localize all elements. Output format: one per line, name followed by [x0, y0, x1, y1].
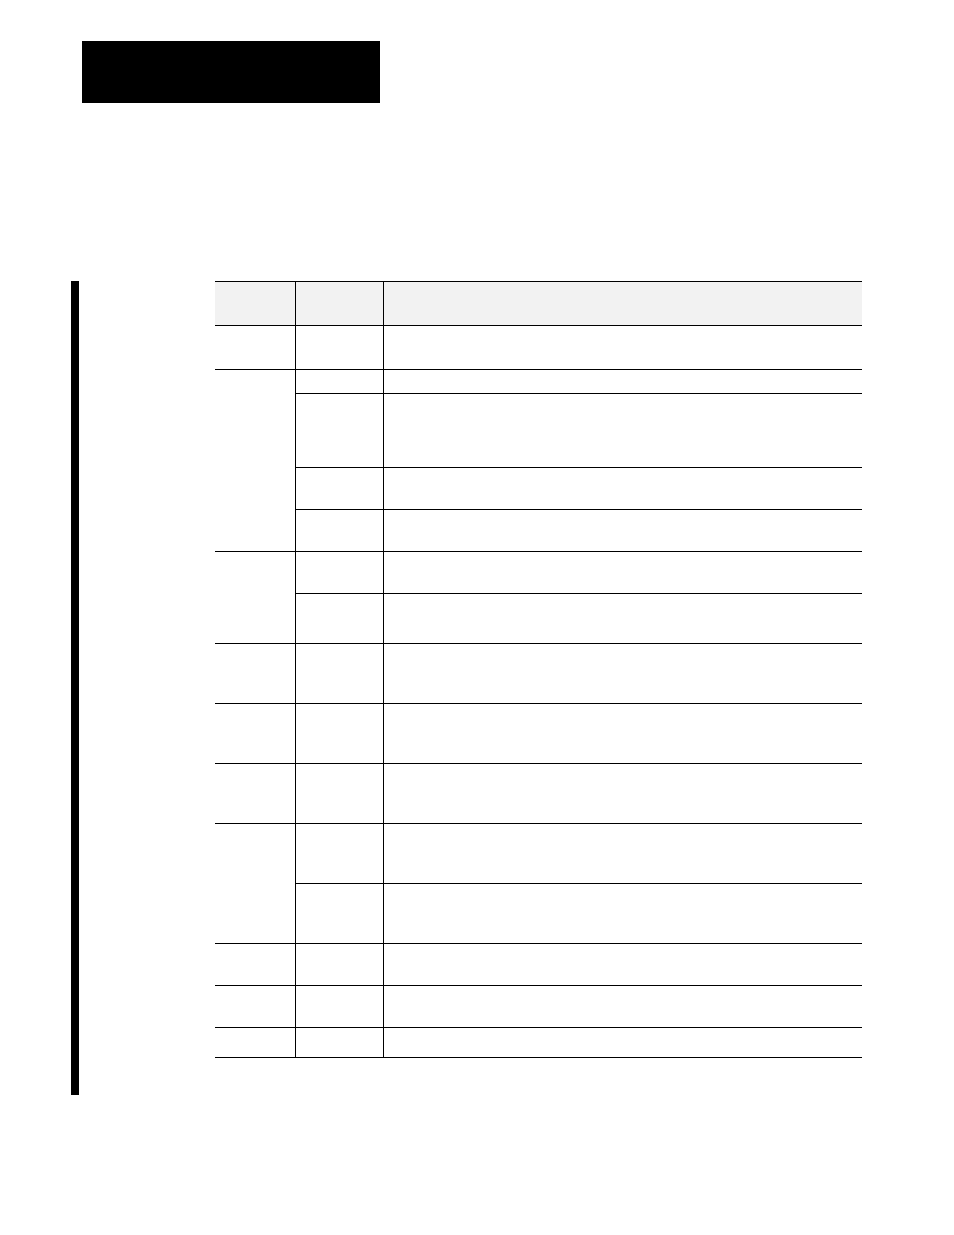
cell-desc [383, 764, 862, 824]
cell-page [295, 764, 383, 824]
table-row [215, 1028, 862, 1058]
cell-page [295, 704, 383, 764]
cell-desc [383, 510, 862, 552]
cell-desc [383, 704, 862, 764]
cell-section [215, 764, 295, 824]
cell-desc [383, 552, 862, 594]
col-header-desc [383, 282, 862, 326]
cell-desc [383, 824, 862, 884]
cell-section [215, 704, 295, 764]
cell-section [215, 1028, 295, 1058]
cell-desc [383, 986, 862, 1028]
table-row [215, 764, 862, 824]
cell-page [295, 644, 383, 704]
table-row [215, 704, 862, 764]
cell-page [295, 884, 383, 944]
cell-desc [383, 644, 862, 704]
col-header-section [215, 282, 295, 326]
table-row [215, 986, 862, 1028]
cell-page [295, 552, 383, 594]
revision-table [215, 281, 862, 1058]
table-row [215, 326, 862, 370]
col-header-page [295, 282, 383, 326]
cell-desc [383, 370, 862, 394]
cell-page [295, 468, 383, 510]
table-row [215, 944, 862, 986]
cell-section [215, 986, 295, 1028]
cell-desc [383, 394, 862, 468]
cell-desc [383, 326, 862, 370]
cell-section [215, 552, 295, 644]
revision-table-wrap [215, 281, 862, 1058]
cell-section [215, 644, 295, 704]
table-row [215, 468, 862, 510]
page-root [0, 0, 954, 1235]
cell-page [295, 326, 383, 370]
cell-page [295, 944, 383, 986]
chapter-title-box [82, 41, 380, 103]
table-row [215, 552, 862, 594]
cell-page [295, 394, 383, 468]
cell-desc [383, 1028, 862, 1058]
cell-page [295, 824, 383, 884]
table-body [215, 326, 862, 1058]
table-row [215, 370, 862, 394]
cell-page [295, 986, 383, 1028]
table-side-bar [71, 281, 79, 1095]
table-row [215, 644, 862, 704]
table-row [215, 824, 862, 884]
cell-desc [383, 884, 862, 944]
table-row [215, 394, 862, 468]
cell-page [295, 510, 383, 552]
table-row [215, 884, 862, 944]
cell-page [295, 594, 383, 644]
cell-desc [383, 468, 862, 510]
table-row [215, 510, 862, 552]
cell-section [215, 944, 295, 986]
cell-page [295, 1028, 383, 1058]
cell-page [295, 370, 383, 394]
table-row [215, 594, 862, 644]
cell-section [215, 824, 295, 944]
table-header-row [215, 282, 862, 326]
cell-section [215, 326, 295, 370]
cell-section [215, 370, 295, 552]
cell-desc [383, 594, 862, 644]
cell-desc [383, 944, 862, 986]
